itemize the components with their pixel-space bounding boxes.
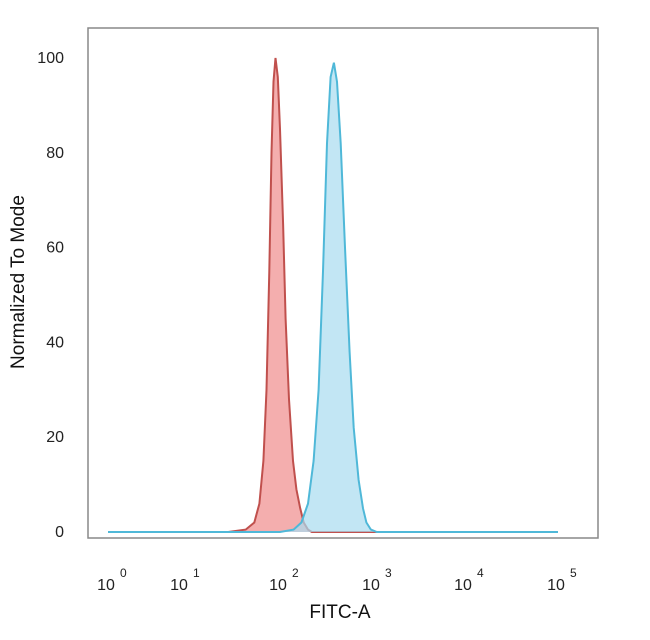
- x-tick-base: 10: [454, 577, 472, 594]
- x-tick-label: 10 4: [454, 566, 484, 594]
- x-tick-base: 10: [547, 577, 565, 594]
- series-layer: [88, 57, 598, 533]
- x-tick-label: 10 1: [170, 566, 200, 594]
- x-tick-base: 10: [362, 577, 380, 594]
- x-tick-label: 10 3: [362, 566, 392, 594]
- x-tick-exponent: 5: [570, 566, 577, 580]
- histogram-line-2: [108, 62, 558, 533]
- y-tick-label: 20: [46, 429, 64, 446]
- x-tick-exponent: 3: [385, 566, 392, 580]
- y-tick-label: 40: [46, 334, 64, 351]
- x-axis-label: FITC-A: [309, 602, 371, 623]
- x-tick-base: 10: [97, 577, 115, 594]
- y-axis-label: Normalized To Mode: [8, 195, 29, 369]
- x-axis-ticks: 10 0 10 1 10 2 10 3 10 4 10 5: [97, 566, 577, 594]
- x-tick-exponent: 2: [292, 566, 299, 580]
- x-tick-exponent: 1: [193, 566, 200, 580]
- x-tick-label: 10 5: [547, 566, 577, 594]
- y-tick-label: 0: [55, 524, 64, 541]
- x-tick-base: 10: [269, 577, 287, 594]
- x-tick-base: 10: [170, 577, 188, 594]
- y-axis-ticks: 0 20 40 60 80 100: [37, 50, 64, 541]
- x-tick-label: 10 0: [97, 566, 127, 594]
- x-tick-exponent: 0: [120, 566, 127, 580]
- y-tick-label: 80: [46, 145, 64, 162]
- x-tick-label: 10 2: [269, 566, 299, 594]
- x-tick-exponent: 4: [477, 566, 484, 580]
- histogram-line-1: [108, 57, 558, 533]
- y-tick-label: 100: [37, 50, 64, 67]
- y-tick-label: 60: [46, 240, 64, 257]
- histogram-fill-2: [88, 62, 598, 532]
